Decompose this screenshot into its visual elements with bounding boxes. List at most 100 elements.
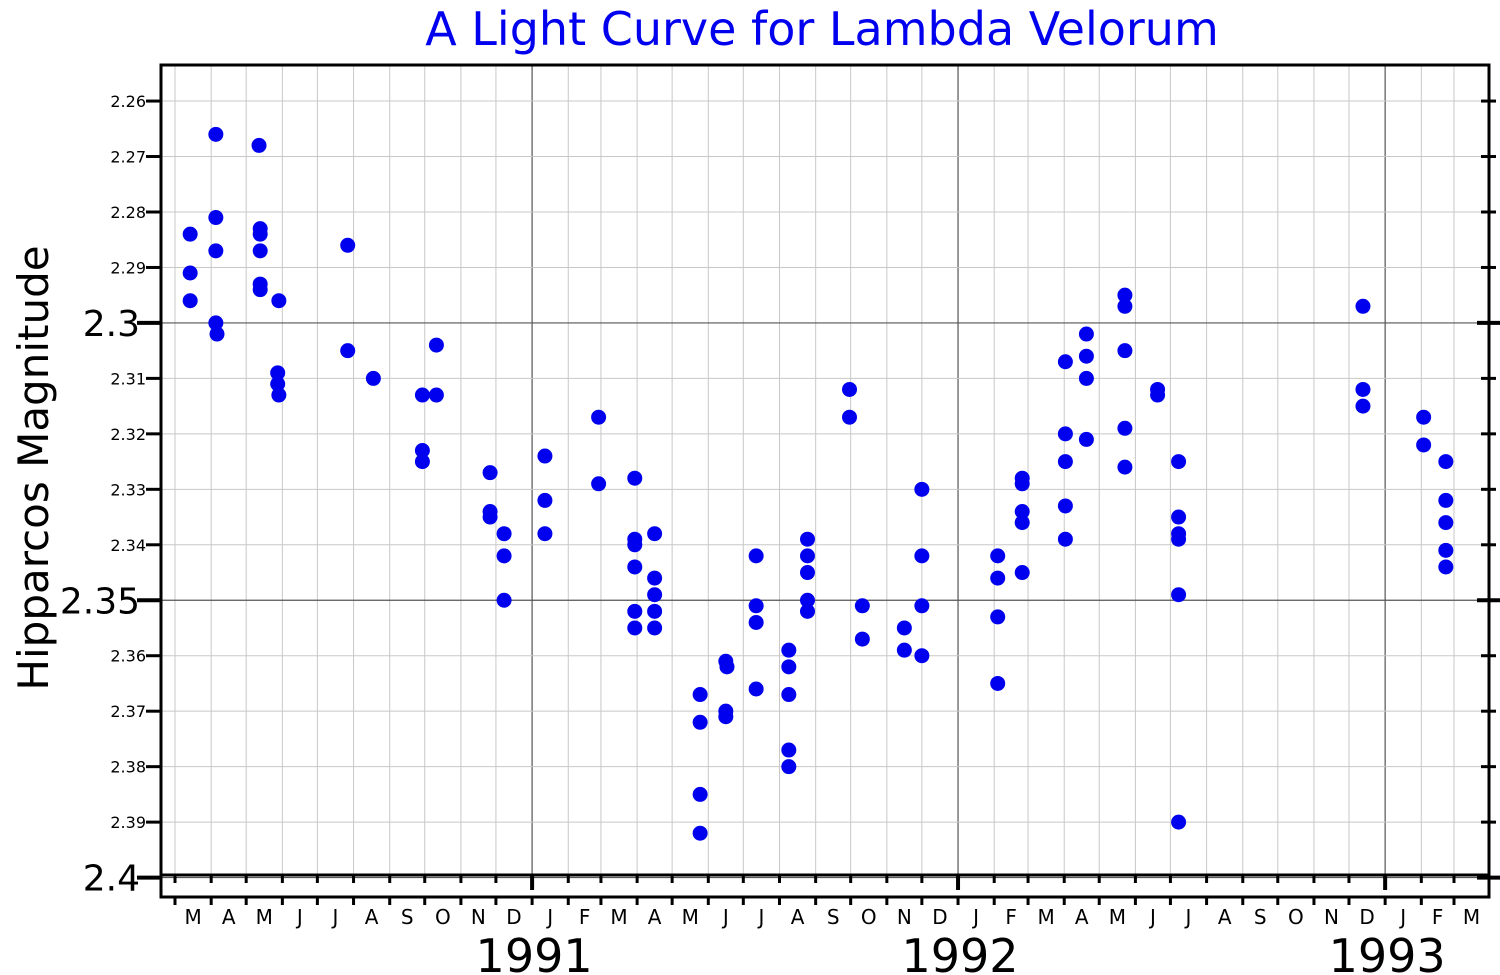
data-point bbox=[537, 448, 553, 464]
data-point bbox=[414, 442, 430, 458]
data-point bbox=[496, 548, 512, 564]
data-point bbox=[1057, 454, 1073, 470]
data-point bbox=[208, 315, 224, 331]
data-point bbox=[591, 409, 607, 425]
y-tick-label: 2.33 bbox=[110, 480, 146, 499]
y-major-tick-label: 2.4 bbox=[83, 859, 140, 900]
plot-frame bbox=[159, 63, 1491, 899]
data-points bbox=[182, 126, 1454, 841]
data-point bbox=[340, 343, 356, 359]
month-label: J bbox=[1148, 905, 1156, 929]
data-point bbox=[1171, 814, 1187, 830]
data-point bbox=[271, 293, 287, 309]
month-label: D bbox=[506, 905, 521, 929]
month-label: N bbox=[897, 905, 912, 929]
month-label: A bbox=[648, 905, 662, 929]
data-point bbox=[990, 675, 1006, 691]
y-major-tick-label: 2.3 bbox=[83, 304, 140, 345]
data-point bbox=[1117, 287, 1133, 303]
data-point bbox=[537, 492, 553, 508]
data-point bbox=[781, 659, 797, 675]
data-point bbox=[781, 687, 797, 703]
data-point bbox=[1438, 454, 1454, 470]
data-point bbox=[182, 293, 198, 309]
month-label: M bbox=[1038, 905, 1055, 929]
month-label: O bbox=[435, 905, 451, 929]
month-label: M bbox=[256, 905, 273, 929]
data-point bbox=[692, 714, 708, 730]
data-point bbox=[799, 548, 815, 564]
month-label: J bbox=[971, 905, 979, 929]
month-label: D bbox=[932, 905, 947, 929]
month-label: M bbox=[682, 905, 699, 929]
chart-title: A Light Curve for Lambda Velorum bbox=[425, 2, 1219, 56]
month-label: N bbox=[471, 905, 486, 929]
data-point bbox=[799, 531, 815, 547]
data-point bbox=[781, 759, 797, 775]
axis-ticks bbox=[137, 99, 1500, 905]
data-point bbox=[1171, 454, 1187, 470]
data-point bbox=[482, 509, 498, 525]
data-point bbox=[692, 687, 708, 703]
data-point bbox=[1438, 559, 1454, 575]
data-point bbox=[914, 548, 930, 564]
y-tick-label: 2.27 bbox=[110, 148, 146, 167]
data-point bbox=[414, 387, 430, 403]
data-point bbox=[365, 370, 381, 386]
data-point bbox=[781, 742, 797, 758]
data-point bbox=[270, 365, 286, 381]
month-label: D bbox=[1359, 905, 1374, 929]
data-point bbox=[1117, 298, 1133, 314]
data-point bbox=[252, 243, 268, 259]
data-point bbox=[251, 137, 267, 153]
data-point bbox=[428, 337, 444, 353]
data-point bbox=[627, 537, 643, 553]
month-label: O bbox=[861, 905, 877, 929]
data-point bbox=[990, 570, 1006, 586]
month-label: S bbox=[827, 905, 840, 929]
data-point bbox=[842, 409, 858, 425]
data-point bbox=[1078, 370, 1094, 386]
data-point bbox=[719, 659, 735, 675]
data-point bbox=[1438, 515, 1454, 531]
data-point bbox=[692, 786, 708, 802]
month-label: J bbox=[545, 905, 553, 929]
data-point bbox=[1057, 354, 1073, 370]
month-label: S bbox=[1254, 905, 1267, 929]
data-point bbox=[208, 126, 224, 142]
data-point bbox=[748, 681, 764, 697]
data-point bbox=[647, 603, 663, 619]
data-point bbox=[799, 592, 815, 608]
data-point bbox=[271, 387, 287, 403]
data-point bbox=[482, 465, 498, 481]
data-point bbox=[990, 609, 1006, 625]
data-point bbox=[692, 825, 708, 841]
data-point bbox=[854, 631, 870, 647]
data-point bbox=[591, 476, 607, 492]
data-point bbox=[627, 620, 643, 636]
data-point bbox=[1014, 476, 1030, 492]
data-point bbox=[914, 598, 930, 614]
data-point bbox=[1078, 431, 1094, 447]
y-tick-label: 2.37 bbox=[110, 702, 146, 721]
month-label: A bbox=[365, 905, 379, 929]
data-point bbox=[1171, 587, 1187, 603]
data-point bbox=[1014, 565, 1030, 581]
data-point bbox=[854, 598, 870, 614]
data-point bbox=[537, 526, 553, 542]
y-tick-label: 2.36 bbox=[110, 647, 146, 666]
data-point bbox=[1171, 531, 1187, 547]
month-label: F bbox=[579, 905, 591, 929]
data-point bbox=[1057, 426, 1073, 442]
data-point bbox=[647, 570, 663, 586]
y-major-tick-label: 2.35 bbox=[60, 581, 140, 622]
data-point bbox=[718, 709, 734, 725]
data-point bbox=[896, 620, 912, 636]
data-point bbox=[1438, 542, 1454, 558]
y-tick-label: 2.28 bbox=[110, 203, 146, 222]
data-point bbox=[627, 470, 643, 486]
data-point bbox=[1078, 348, 1094, 364]
data-point bbox=[1057, 498, 1073, 514]
data-point bbox=[252, 282, 268, 298]
data-point bbox=[208, 210, 224, 226]
